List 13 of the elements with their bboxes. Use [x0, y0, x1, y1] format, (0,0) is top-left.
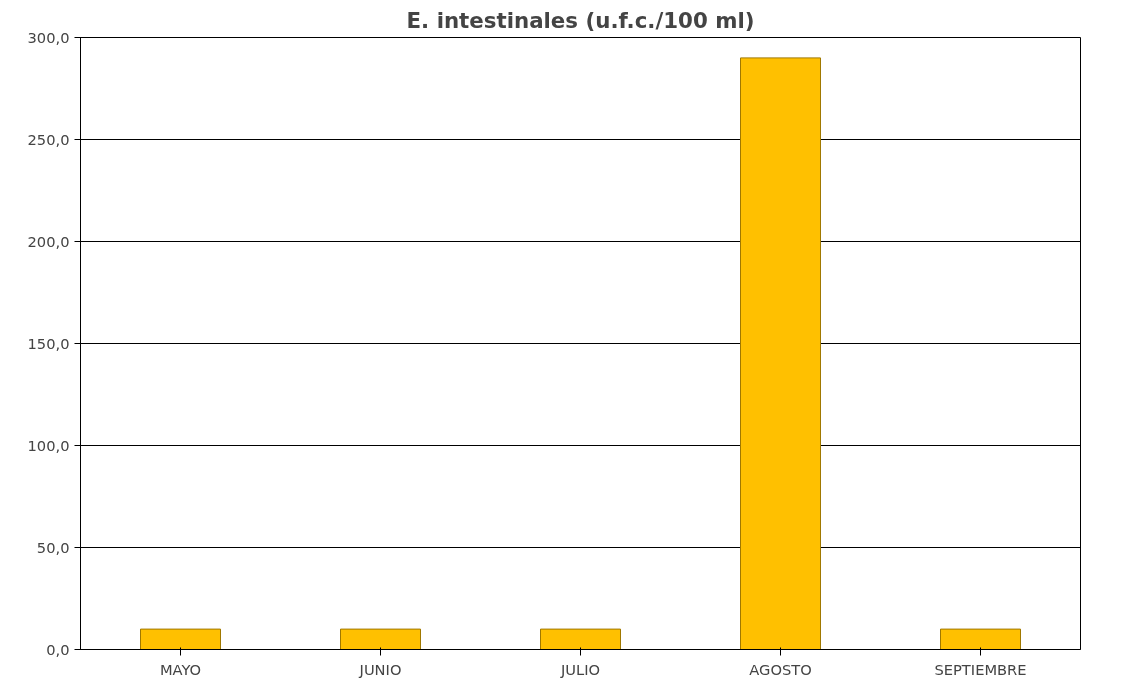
y-tick-label: 300,0	[27, 28, 70, 46]
x-tick-label: MAYO	[159, 660, 202, 678]
y-tick-label: 50,0	[36, 538, 70, 556]
y-tick-label: 0,0	[46, 640, 70, 658]
x-tick-label: JULIO	[559, 660, 601, 678]
x-tick-label: SEPTIEMBRE	[934, 660, 1027, 678]
y-tick-label: 150,0	[27, 334, 70, 352]
x-tick-label: AGOSTO	[749, 660, 812, 678]
chart-title: E. intestinales (u.f.c./100 ml)	[406, 7, 755, 33]
y-tick-label: 250,0	[27, 130, 70, 148]
x-tick-label: JUNIO	[358, 660, 402, 678]
y-tick-label: 100,0	[27, 436, 70, 454]
y-tick-label: 200,0	[27, 232, 70, 250]
